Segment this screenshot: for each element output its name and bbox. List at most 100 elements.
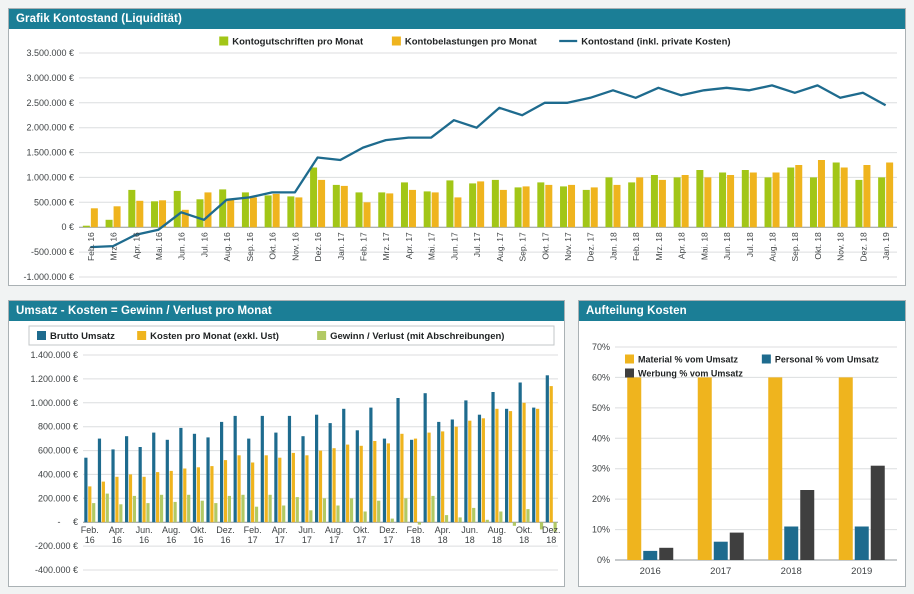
x-tick-label: Dez. — [216, 525, 235, 535]
bar — [274, 432, 278, 523]
bar — [287, 196, 295, 228]
bar — [328, 423, 332, 523]
bar — [526, 509, 530, 523]
bar — [196, 199, 204, 228]
panel-aufteilung-kosten-title: Aufteilung Kosten — [586, 305, 687, 317]
bar — [241, 192, 249, 228]
bar — [696, 170, 704, 228]
bar — [355, 192, 363, 228]
x-tick-label: Apr. 17 — [404, 232, 414, 259]
bar — [481, 418, 485, 523]
x-tick-label: 2017 — [710, 566, 731, 577]
y-tick-label: 60% — [592, 372, 610, 382]
bar — [291, 452, 295, 523]
bar — [636, 177, 644, 228]
bar — [404, 498, 408, 523]
bar — [536, 408, 540, 523]
bar — [301, 436, 305, 523]
bar — [318, 450, 323, 523]
bar — [408, 189, 416, 228]
bar — [568, 184, 576, 228]
bar — [237, 455, 241, 523]
bar — [132, 495, 136, 523]
bar — [427, 432, 431, 523]
bar — [495, 408, 499, 523]
bar — [251, 462, 255, 523]
bar — [441, 431, 445, 523]
x-tick-label: Mai. 17 — [427, 232, 437, 260]
x-tick-label: 16 — [220, 535, 230, 545]
bar — [537, 182, 545, 228]
bar — [838, 377, 853, 560]
bar — [477, 181, 485, 228]
bar — [469, 183, 477, 228]
x-tick-label: Mrz. 17 — [381, 232, 391, 261]
bar — [369, 407, 373, 523]
bar — [377, 500, 381, 523]
bar — [410, 439, 414, 523]
bar — [214, 503, 218, 523]
x-tick-label: Dez. 17 — [586, 232, 596, 262]
x-tick-label: Jun. — [461, 525, 478, 535]
bar — [512, 522, 516, 526]
bar — [378, 192, 386, 228]
bar — [219, 189, 227, 228]
bar — [697, 377, 712, 560]
legend-label: Kontostand (inkl. private Kosten) — [581, 37, 730, 48]
bar — [355, 430, 359, 523]
y-tick-label: 0 € — [61, 222, 74, 232]
bar — [152, 432, 156, 523]
gewinn-verlust-chart: -400.000 € -200.000 € - € 200.000 € 400.000 … — [9, 321, 564, 591]
bar — [532, 407, 536, 523]
bar — [522, 186, 530, 228]
bar — [342, 408, 346, 523]
y-tick-label: 70% — [592, 342, 610, 352]
bar — [196, 467, 200, 523]
x-tick-label: 17 — [302, 535, 312, 545]
x-tick-label: 17 — [356, 535, 366, 545]
x-tick-label: Aug. — [488, 525, 507, 535]
y-tick-label: 1.400.000 € — [30, 350, 78, 360]
x-tick-label: 17 — [248, 535, 258, 545]
x-tick-label: Aug. — [162, 525, 181, 535]
bar — [179, 427, 183, 523]
bar — [764, 177, 772, 228]
bar — [450, 419, 454, 523]
x-tick-label: Jul. 18 — [745, 232, 755, 257]
bar — [582, 189, 590, 228]
bar — [772, 172, 780, 228]
legend-swatch — [37, 331, 46, 340]
legend-label: Kontogutschriften pro Monat — [232, 37, 364, 48]
bar — [115, 476, 119, 523]
x-tick-label: Aug. 17 — [495, 232, 505, 262]
x-tick-label: Dez. — [379, 525, 398, 535]
bar — [349, 498, 354, 523]
x-tick-label: Jan. 19 — [881, 232, 891, 260]
bar — [282, 505, 286, 523]
x-tick-label: Apr. — [272, 525, 288, 535]
x-tick-label: 16 — [139, 535, 149, 545]
bar — [444, 515, 449, 523]
bar — [681, 175, 689, 228]
legend-label: Kontobelastungen pro Monat — [405, 37, 538, 48]
bar — [628, 182, 636, 228]
x-tick-label: 2016 — [640, 566, 661, 577]
y-tick-label: 800.000 € — [38, 422, 78, 432]
bar — [741, 170, 749, 228]
bar — [464, 400, 468, 523]
bar — [169, 470, 173, 523]
bar — [151, 201, 159, 228]
bar — [346, 444, 350, 523]
bar — [187, 494, 191, 523]
bar — [870, 465, 885, 560]
x-tick-label: Nov. 16 — [290, 232, 300, 261]
y-tick-label: - € — [57, 517, 78, 527]
bar — [468, 420, 472, 523]
x-tick-label: Feb. — [81, 525, 99, 535]
bar — [305, 455, 309, 523]
bar — [650, 175, 658, 228]
bar — [514, 187, 522, 228]
legend-label: Werbung % vom Umsatz — [638, 369, 743, 379]
legend-swatch — [219, 36, 229, 46]
legend-swatch — [137, 331, 147, 340]
